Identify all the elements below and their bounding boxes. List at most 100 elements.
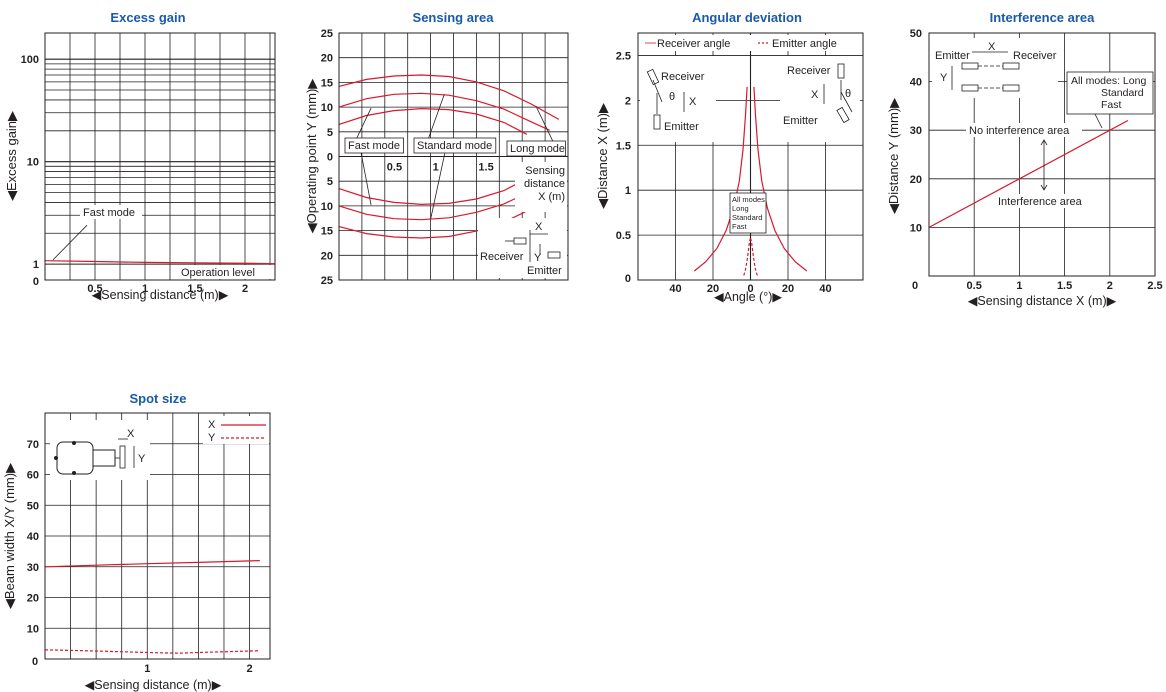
mount-hole [72, 441, 76, 445]
x-tick-label: 40 [669, 283, 681, 295]
inset-line [652, 79, 663, 103]
label-bg [995, 194, 1091, 208]
y-axis-label: ◀Operating point Y (mm)▶ [304, 79, 319, 234]
x-tick-label: 2 [1107, 280, 1113, 292]
y-tick-label: 0 [327, 152, 333, 164]
no-interference-label: No interference area [969, 125, 1070, 137]
receiver-label: Receiver [1013, 50, 1057, 62]
y-tick-label: 0 [33, 276, 39, 288]
label-bg [178, 265, 274, 279]
inset-x-label: X [811, 89, 819, 101]
inset-x-label: X [988, 41, 996, 53]
fast-mode-label: Fast mode [83, 207, 135, 219]
label-bg [80, 205, 142, 219]
inset-line [840, 91, 853, 113]
interference-area-plot-frame [928, 32, 1156, 277]
y-tick-label: 25 [321, 28, 333, 40]
mount-hole [54, 456, 58, 460]
receiver-angle-line [753, 86, 808, 272]
y-tick-label: 10 [910, 222, 922, 234]
emitter-label: Emitter [527, 265, 562, 277]
x-tick-label: 1.5 [187, 283, 202, 295]
y-tick-label: 2.5 [616, 50, 631, 62]
chart-title: Spot size [129, 391, 186, 406]
receiver-shape [1002, 62, 1020, 70]
spot-size-plot-frame [44, 412, 271, 660]
y-tick-label: 40 [910, 77, 922, 89]
legend-bg [639, 35, 862, 51]
y-tick-label: 10 [27, 623, 39, 635]
inset-bg [478, 218, 567, 278]
receiver-label: Receiver [787, 65, 831, 77]
x-tick-label: 1 [144, 663, 150, 675]
x-axis-label: ◀Sensing distance (m)▶ [85, 678, 222, 692]
x-tick-label: 0.5 [87, 283, 102, 295]
legend-emitter-angle: Emitter angle [772, 38, 837, 50]
note-text: All modes: [732, 195, 767, 204]
emitter-angle-line [743, 237, 752, 276]
y-tick-label: 0.5 [616, 230, 631, 242]
emitter-shape [653, 114, 661, 130]
distance-label: Sensing [525, 165, 565, 177]
y-tick-label: 20 [27, 593, 39, 605]
y-tick-label: 5 [327, 176, 333, 188]
y-tick-label: 70 [27, 439, 39, 451]
fast-mode-label: Fast mode [348, 140, 400, 152]
y-tick-label: 50 [910, 28, 922, 40]
note-box [1066, 71, 1154, 115]
legend-y: Y [208, 432, 216, 444]
y-tick-label: 25 [321, 275, 333, 287]
x-tick-label: 1.5 [478, 162, 493, 174]
emitter-label: Emitter [935, 50, 970, 62]
note-text: Standard [1101, 87, 1144, 99]
interference-label: Interference area [998, 196, 1083, 208]
label-box [413, 137, 497, 154]
y-axis-label: ◀Distance Y (mm)▶ [886, 98, 901, 214]
chart-title: Interference area [990, 10, 1096, 25]
x-tick-label: 40 [819, 283, 831, 295]
receiver-label: Receiver [661, 71, 705, 83]
emitter-label: Emitter [664, 121, 699, 133]
y-tick-label: 100 [21, 54, 39, 66]
y-tick-label: 0 [625, 273, 631, 285]
y-axis-label: ◀Distance X (m)▶ [595, 103, 610, 209]
note-text: Long [732, 204, 749, 213]
mount-hole [72, 471, 76, 475]
series-line-long-mode [338, 193, 560, 239]
y-tick-label: 20 [321, 250, 333, 262]
x-axis-label: ◀Sensing distance (m)▶ [92, 288, 229, 302]
long-mode-label: Long mode [510, 143, 565, 155]
x-tick-label: 20 [707, 283, 719, 295]
y-tick-label: 1.5 [616, 140, 631, 152]
theta-label: θ [669, 91, 675, 103]
x-tick-label: 0.5 [967, 280, 982, 292]
x-axis-label: ◀Sensing distance X (m)▶ [968, 294, 1117, 308]
emitter-shape [836, 106, 850, 124]
angular-left-inset: Receiver θ X Emitter [640, 56, 716, 142]
y-axis-label: ◀Beam width X/Y (mm)▶ [2, 463, 17, 609]
leader-line [426, 94, 445, 143]
leader-line [1094, 113, 1103, 129]
chart-title: Excess gain [110, 10, 185, 25]
leader-line [354, 107, 372, 143]
x-tick-label: 20 [782, 283, 794, 295]
emitter-angle-line [749, 237, 758, 276]
sensing-area-plot-frame [338, 32, 569, 281]
y-tick-label: 20 [910, 174, 922, 186]
legend-receiver-angle: Receiver angle [657, 38, 730, 50]
inset-bg [932, 38, 1058, 98]
inset-x-label: X [689, 96, 697, 108]
distance-label: distance [524, 178, 565, 190]
receiver-label: Receiver [480, 251, 524, 263]
series-line-standard-mode [338, 92, 550, 131]
x-tick-label: 1 [433, 162, 439, 174]
series-line-fast-mode [338, 107, 528, 135]
y-tick-label: 30 [27, 562, 39, 574]
y-tick-label: 40 [27, 531, 39, 543]
interference-boundary-line [928, 119, 1129, 228]
leader-line [535, 105, 555, 145]
sensor-body [56, 441, 94, 475]
distance-label: X (m) [538, 191, 565, 203]
operation-level-label: Operation level [181, 267, 255, 279]
